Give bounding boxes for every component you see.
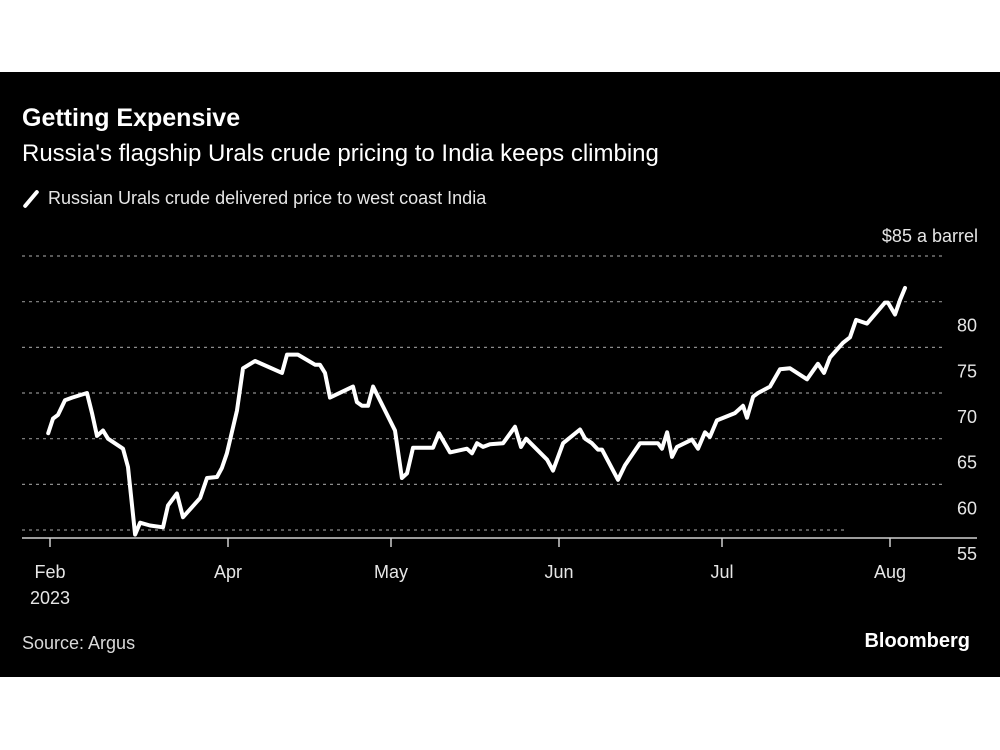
legend-label: Russian Urals crude delivered price to w… [48,188,487,208]
chart-title: Getting Expensive [22,104,241,132]
x-tick-label: Feb [34,562,65,582]
y-unit-label: $85 a barrel [881,226,978,246]
y-tick-label: 55 [957,544,977,564]
source-note: Source: Argus [22,633,136,653]
x-tick-label: Aug [874,562,906,582]
y-tick-label: 60 [957,498,977,518]
chart-panel [0,72,1000,677]
y-tick-label: 65 [957,453,977,473]
bloomberg-logo: Bloomberg [864,630,970,652]
legend: Russian Urals crude delivered price to w… [22,188,486,209]
chart-subtitle: Russia's flagship Urals crude pricing to… [22,140,659,167]
x-tick-label: May [374,562,408,582]
x-tick-label: Jun [544,562,573,582]
series-line-urals-price [46,286,907,537]
y-tick-label: 75 [957,361,977,381]
x-tick-label: Apr [214,562,242,582]
x-tick-label: Jul [710,562,733,582]
x-tick-year-label: 2023 [30,588,70,608]
y-tick-label: 70 [957,407,977,427]
y-tick-label: 80 [957,316,977,336]
